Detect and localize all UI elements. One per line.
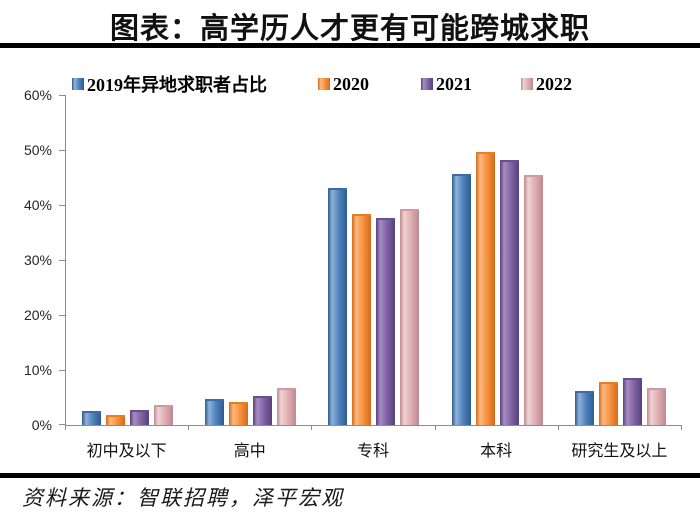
bar-2019-本科	[451, 174, 471, 425]
bar-2021-本科	[499, 159, 519, 425]
legend-item-2020: 2020	[318, 74, 369, 94]
legend-item-2021: 2021	[421, 74, 472, 94]
bar-2022-初中及以下	[154, 405, 174, 425]
title-divider	[0, 43, 700, 48]
y-tick-label: 10%	[23, 362, 52, 378]
legend-label: 2022	[536, 73, 572, 94]
x-axis-tick	[557, 426, 559, 430]
x-label-专科: 专科	[356, 443, 389, 460]
bar-group-初中及以下	[66, 95, 189, 425]
bar-2019-研究生及以上	[574, 391, 594, 425]
legend-swatch-icon	[318, 78, 330, 90]
x-axis-tick	[65, 426, 66, 430]
x-label-高中: 高中	[233, 443, 266, 460]
bar-2019-高中	[205, 398, 225, 425]
legend-label: 2019年异地求职者占比	[87, 75, 267, 95]
footer-divider	[0, 473, 700, 478]
x-label-初中及以下: 初中及以下	[86, 443, 167, 460]
x-axis-labels: 初中及以下 高中 专科 本科 研究生及以上	[65, 437, 681, 461]
bar-2020-初中及以下	[106, 414, 126, 425]
x-axis-tick	[311, 426, 313, 430]
x-axis-tick	[681, 426, 682, 430]
y-axis-tick	[59, 370, 65, 371]
bar-2020-本科	[475, 151, 495, 425]
bar-2019-专科	[328, 187, 348, 425]
y-tick-label: 40%	[23, 197, 52, 213]
y-axis-tick	[59, 424, 65, 425]
y-axis-tick	[59, 315, 65, 316]
page-title: 图表：高学历人才更有可能跨城求职	[109, 13, 590, 45]
x-axis-tick	[188, 426, 190, 430]
legend-swatch-icon	[72, 78, 84, 90]
bar-group-专科	[312, 95, 435, 425]
y-tick-label: 0%	[31, 417, 52, 433]
bar-2022-本科	[523, 174, 543, 425]
source-note: 资料来源：智联招聘，泽平宏观	[22, 486, 344, 510]
x-label-研究生及以上: 研究生及以上	[571, 443, 668, 460]
chart-legend: 2019年异地求职者占比 2020 2021 2022	[0, 74, 700, 95]
bar-2021-高中	[253, 396, 273, 425]
bar-2022-高中	[277, 387, 297, 425]
y-axis-tick	[59, 150, 65, 151]
x-label-本科: 本科	[480, 443, 513, 460]
legend-swatch-icon	[521, 78, 533, 90]
y-tick-label: 30%	[23, 252, 52, 268]
bar-group-高中	[189, 95, 312, 425]
bar-2021-初中及以下	[130, 409, 150, 425]
y-tick-label: 20%	[23, 307, 52, 323]
y-axis-tick	[59, 205, 65, 206]
y-axis-tick	[59, 95, 65, 96]
legend-label: 2020	[333, 73, 369, 94]
y-axis-labels: 60% 50% 40% 30% 20% 10% 0%	[14, 87, 52, 433]
bar-2020-专科	[352, 214, 372, 425]
legend-swatch-icon	[421, 78, 433, 90]
bar-2022-专科	[400, 209, 420, 425]
bar-2022-研究生及以上	[646, 387, 666, 425]
bar-2020-高中	[229, 401, 249, 425]
y-tick-label: 50%	[23, 142, 52, 158]
y-axis-tick	[59, 260, 65, 261]
bar-group-本科	[436, 95, 559, 425]
bar-2021-专科	[376, 218, 396, 425]
y-tick-label: 60%	[23, 87, 52, 103]
bar-2021-研究生及以上	[622, 378, 642, 425]
plot-area	[59, 95, 682, 430]
legend-label: 2021	[436, 73, 472, 94]
legend-item-series2019: 2019年异地求职者占比	[72, 74, 267, 95]
bar-group-研究生及以上	[559, 95, 682, 425]
bar-2020-研究生及以上	[598, 381, 618, 425]
bar-2019-初中及以下	[82, 410, 102, 425]
legend-item-2022: 2022	[521, 74, 572, 94]
x-axis-tick	[434, 426, 436, 430]
